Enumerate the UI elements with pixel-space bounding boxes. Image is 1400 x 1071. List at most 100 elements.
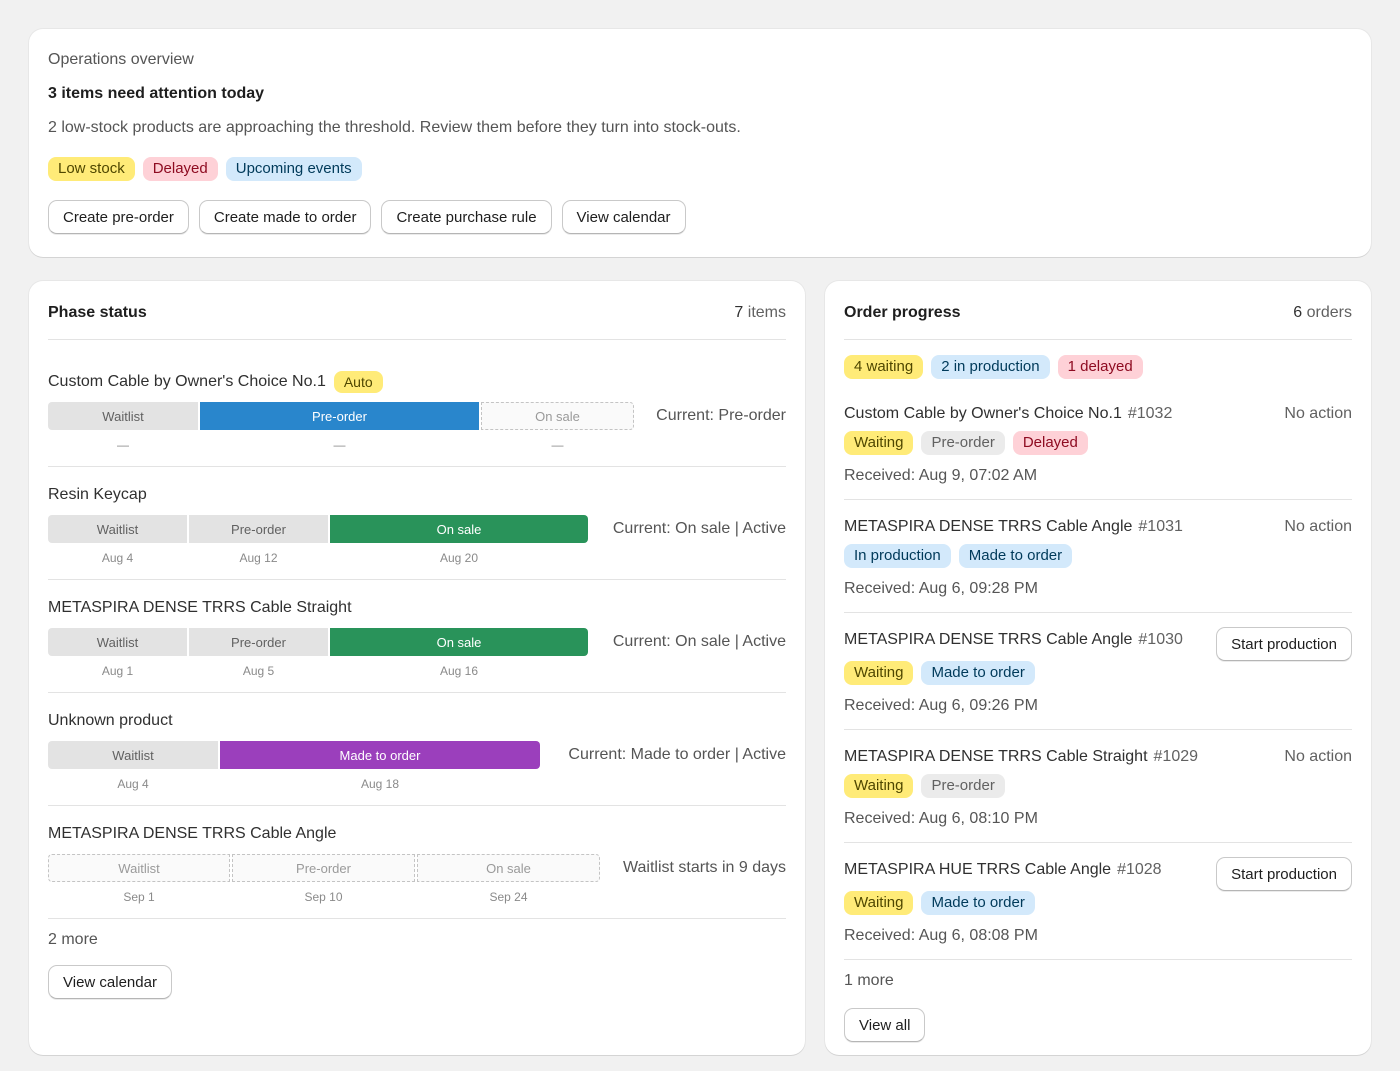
- phase-segment-waitlist: Waitlist: [48, 515, 187, 543]
- start-production-button[interactable]: Start production: [1216, 627, 1352, 661]
- phase-segment-waitlist: Waitlist: [48, 741, 218, 769]
- order-count-unit: orders: [1306, 304, 1352, 321]
- divider: [844, 339, 1352, 340]
- order-badges: Waiting Made to order: [844, 661, 1352, 685]
- product-name-row: METASPIRA DENSE TRRS Cable Straight: [48, 596, 786, 620]
- product-name: METASPIRA DENSE TRRS Cable Angle: [48, 825, 337, 842]
- phase-status-title: Phase status: [48, 304, 147, 321]
- status-badge: Waiting: [844, 891, 914, 915]
- phase-count-unit: items: [747, 304, 786, 321]
- order-badges: Waiting Pre-order Delayed: [844, 431, 1352, 455]
- current-phase: Current: On sale | Active: [612, 633, 786, 650]
- current-phase: Waitlist starts in 9 days: [622, 859, 786, 876]
- phase-dates: Sep 1 Sep 10 Sep 24: [48, 890, 786, 904]
- order-product-name: METASPIRA DENSE TRRS Cable Angle: [844, 631, 1133, 648]
- phase-status-header: Phase status 7 items: [48, 303, 786, 323]
- divider: [844, 959, 1352, 960]
- create-pre-order-button[interactable]: Create pre-order: [48, 200, 189, 234]
- waiting-count-badge: 4 waiting: [844, 355, 924, 379]
- order-title: METASPIRA HUE TRRS Cable Angle #1028: [844, 861, 1162, 879]
- order-item[interactable]: METASPIRA DENSE TRRS Cable Straight #1029…: [844, 730, 1352, 828]
- divider: [48, 339, 786, 340]
- order-item[interactable]: METASPIRA DENSE TRRS Cable Angle #1030 St…: [844, 613, 1352, 715]
- view-all-orders-button[interactable]: View all: [844, 1008, 926, 1042]
- order-count-number: 6: [1293, 304, 1303, 321]
- phase-product[interactable]: METASPIRA DENSE TRRS Cable Angle Waitlis…: [48, 806, 786, 904]
- order-received-time: Received: Aug 9, 07:02 AM: [844, 467, 1038, 484]
- order-badges: Waiting Pre-order: [844, 774, 1352, 798]
- type-badge: Made to order: [958, 544, 1073, 568]
- create-made-to-order-button[interactable]: Create made to order: [198, 200, 372, 234]
- status-badge: In production: [844, 544, 951, 568]
- product-name: Unknown product: [48, 712, 173, 729]
- order-header: METASPIRA DENSE TRRS Cable Straight #1029…: [844, 744, 1352, 766]
- phase-bar: Waitlist Pre-order On sale: [48, 628, 588, 656]
- phase-product[interactable]: Resin Keycap Waitlist Pre-order On sale …: [48, 467, 786, 565]
- phase-item-count: 7 items: [734, 304, 786, 322]
- order-title: METASPIRA DENSE TRRS Cable Angle #1031: [844, 518, 1183, 536]
- order-badges: Waiting Made to order: [844, 891, 1352, 915]
- phase-product[interactable]: Custom Cable by Owner's Choice No.1 Auto…: [48, 340, 786, 452]
- order-number: #1029: [1153, 748, 1199, 765]
- order-summary-badges: 4 waiting 2 in production 1 delayed: [844, 355, 1352, 379]
- product-name: METASPIRA DENSE TRRS Cable Straight: [48, 599, 352, 616]
- phase-segment-made-to-order: Made to order: [220, 741, 540, 769]
- phase-product[interactable]: METASPIRA DENSE TRRS Cable Straight Wait…: [48, 580, 786, 678]
- phase-timeline-row: Waitlist Made to order Current: Made to …: [48, 741, 786, 769]
- delayed-badge: Delayed: [142, 157, 218, 181]
- order-product-name: METASPIRA DENSE TRRS Cable Straight: [844, 748, 1148, 765]
- auto-badge: Auto: [333, 371, 383, 393]
- product-name: Custom Cable by Owner's Choice No.1: [48, 373, 326, 390]
- phase-date: Aug 16: [439, 664, 479, 678]
- order-number: #1031: [1138, 518, 1183, 535]
- phase-dates: Aug 4 Aug 12 Aug 20: [48, 551, 786, 565]
- order-item[interactable]: Custom Cable by Owner's Choice No.1 #1032…: [844, 379, 1352, 485]
- order-item[interactable]: METASPIRA DENSE TRRS Cable Angle #1031 No…: [844, 500, 1352, 598]
- order-product-name: Custom Cable by Owner's Choice No.1: [844, 405, 1122, 422]
- order-item[interactable]: METASPIRA HUE TRRS Cable Angle #1028 Star…: [844, 843, 1352, 945]
- order-progress-title: Order progress: [844, 304, 961, 321]
- phase-date: Sep 1: [123, 890, 155, 904]
- phase-view-calendar-button[interactable]: View calendar: [48, 965, 172, 999]
- order-product-name: METASPIRA DENSE TRRS Cable Angle: [844, 518, 1133, 535]
- overview-description: 2 low-stock products are approaching the…: [48, 119, 741, 136]
- create-purchase-rule-button[interactable]: Create purchase rule: [381, 200, 552, 234]
- type-badge: Made to order: [921, 661, 1035, 685]
- phase-segment-pre-order: Pre-order: [200, 402, 479, 430]
- delayed-count-badge: 1 delayed: [1057, 355, 1143, 379]
- phase-date: Sep 24: [489, 890, 528, 904]
- order-received-time: Received: Aug 6, 08:08 PM: [844, 927, 1038, 944]
- phase-date: Aug 18: [360, 777, 400, 791]
- type-badge: Made to order: [921, 891, 1035, 915]
- orders-more-link[interactable]: 1 more: [844, 972, 894, 989]
- order-header: METASPIRA HUE TRRS Cable Angle #1028 Star…: [844, 857, 1352, 891]
- phase-date: Aug 4: [117, 777, 149, 791]
- overview-badges: Low stock Delayed Upcoming events: [48, 157, 1352, 181]
- product-name-row: Custom Cable by Owner's Choice No.1 Auto: [48, 370, 786, 394]
- phase-date: Sep 10: [304, 890, 343, 904]
- delayed-badge: Delayed: [1012, 431, 1088, 455]
- start-production-button[interactable]: Start production: [1216, 857, 1352, 891]
- order-header: METASPIRA DENSE TRRS Cable Angle #1031 No…: [844, 514, 1352, 536]
- order-progress-header: Order progress 6 orders: [844, 303, 1352, 323]
- phase-more-link[interactable]: 2 more: [48, 931, 98, 948]
- divider: [48, 918, 786, 919]
- order-title: METASPIRA DENSE TRRS Cable Angle #1030: [844, 631, 1183, 649]
- type-badge: Pre-order: [921, 431, 1005, 455]
- order-action-status: No action: [1284, 405, 1352, 422]
- phase-date: Aug 1: [101, 664, 134, 678]
- phase-segment-waitlist: Waitlist: [48, 402, 198, 430]
- phase-segment-pre-order: Pre-order: [189, 628, 328, 656]
- divider: [48, 805, 786, 806]
- phase-date: —: [333, 438, 346, 452]
- overview-title: 3 items need attention today: [48, 85, 265, 102]
- current-phase: Current: Pre-order: [656, 407, 786, 424]
- product-name: Resin Keycap: [48, 486, 147, 503]
- status-badge: Waiting: [844, 431, 914, 455]
- phase-product[interactable]: Unknown product Waitlist Made to order C…: [48, 693, 786, 791]
- phase-segment-on-sale: On sale: [330, 515, 588, 543]
- view-calendar-button[interactable]: View calendar: [561, 200, 686, 234]
- phase-status-card: Phase status 7 items Custom Cable by Own…: [29, 281, 805, 1055]
- order-number: #1028: [1117, 861, 1162, 878]
- divider: [48, 692, 786, 693]
